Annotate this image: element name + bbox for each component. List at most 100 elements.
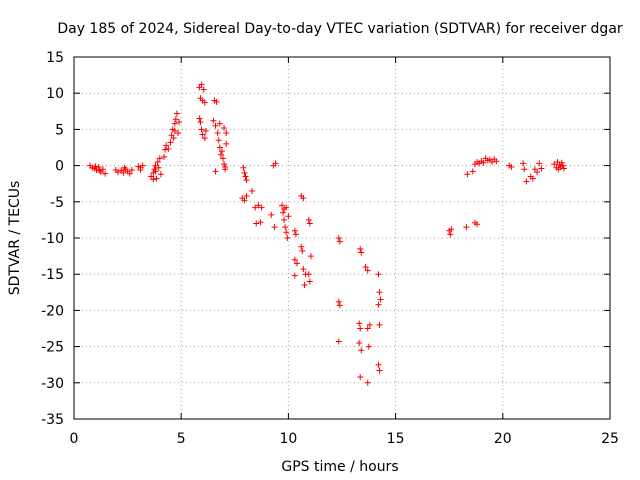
data-point [200,86,207,93]
data-point [114,169,121,176]
y-tick-label: -10 [41,231,64,247]
data-point [173,110,180,117]
x-tick-label: 0 [70,431,79,447]
data-point [357,245,364,252]
data-point [529,175,536,182]
data-point [300,266,307,273]
data-point [198,126,205,133]
data-point [243,193,250,200]
data-point [171,120,178,127]
data-point [196,115,203,122]
data-point [291,256,298,263]
data-point [463,224,470,231]
data-point [298,243,305,250]
data-point [281,216,288,223]
data-point [523,178,530,185]
x-tick-label: 25 [601,431,619,447]
data-point [271,224,278,231]
data-point [212,168,219,175]
data-point [218,148,225,155]
data-point [248,187,255,194]
data-points [87,81,567,386]
data-point [216,144,223,151]
data-point [96,167,103,174]
x-tick-label: 20 [494,431,512,447]
data-point [210,117,217,124]
y-tick-label: 0 [55,159,64,175]
y-tick-label: 15 [46,50,64,66]
data-point [198,81,205,88]
data-point [167,139,174,146]
x-tick-label: 15 [387,431,405,447]
data-point [201,99,208,106]
data-point [163,142,170,149]
data-point [220,155,227,162]
data-point [126,170,133,177]
data-point [377,296,384,303]
data-point [252,204,259,211]
data-point [307,253,314,260]
data-point [299,248,306,255]
data-point [272,160,279,167]
data-point [242,173,249,180]
y-tick-label: -25 [41,340,64,356]
data-point [121,164,128,171]
data-point [212,122,219,129]
data-point [221,124,228,131]
data-point [357,374,364,381]
data-point [300,195,307,202]
data-point [357,325,364,332]
data-point [335,338,342,345]
data-point [448,226,455,233]
chart-title: Day 185 of 2024, Sidereal Day-to-day VTE… [57,21,623,37]
data-point [335,298,342,305]
data-point [153,175,160,182]
y-tick-label: -30 [41,376,64,392]
data-point [257,219,264,226]
data-point [536,160,543,167]
data-point [358,249,365,256]
data-point [301,282,308,289]
data-point [202,127,209,134]
data-point [284,235,291,241]
y-tick-label: 5 [55,122,64,138]
data-point [292,231,299,238]
y-tick-label: -20 [41,303,64,319]
data-point [240,164,247,171]
data-point [222,164,229,171]
data-point [520,160,527,167]
y-tick-label: 10 [46,86,64,102]
data-point [305,271,312,278]
data-point [376,289,383,296]
data-point [214,130,221,137]
data-point [534,169,541,176]
data-point [120,169,127,176]
data-point [480,159,487,166]
data-point [223,140,230,147]
data-point [171,127,178,134]
data-point [223,130,230,137]
x-tick-label: 10 [279,431,297,447]
data-point [366,321,373,328]
data-point [291,272,298,279]
data-point [213,98,220,105]
data-point [364,379,371,386]
x-axis-label: GPS time / hours [281,459,398,475]
data-point [559,162,566,169]
data-point [336,302,343,309]
y-tick-label: -5 [50,195,64,211]
data-point [551,161,558,168]
y-tick-label: -15 [41,267,64,283]
data-point [241,169,248,176]
data-point [199,131,206,138]
data-point [356,320,363,327]
data-point [156,155,163,162]
data-point [560,165,567,172]
data-point [464,171,471,178]
data-point [150,176,157,183]
data-point [157,171,164,178]
data-point [172,116,179,123]
data-point [258,204,265,211]
data-point [152,162,159,169]
data-point [362,263,369,270]
